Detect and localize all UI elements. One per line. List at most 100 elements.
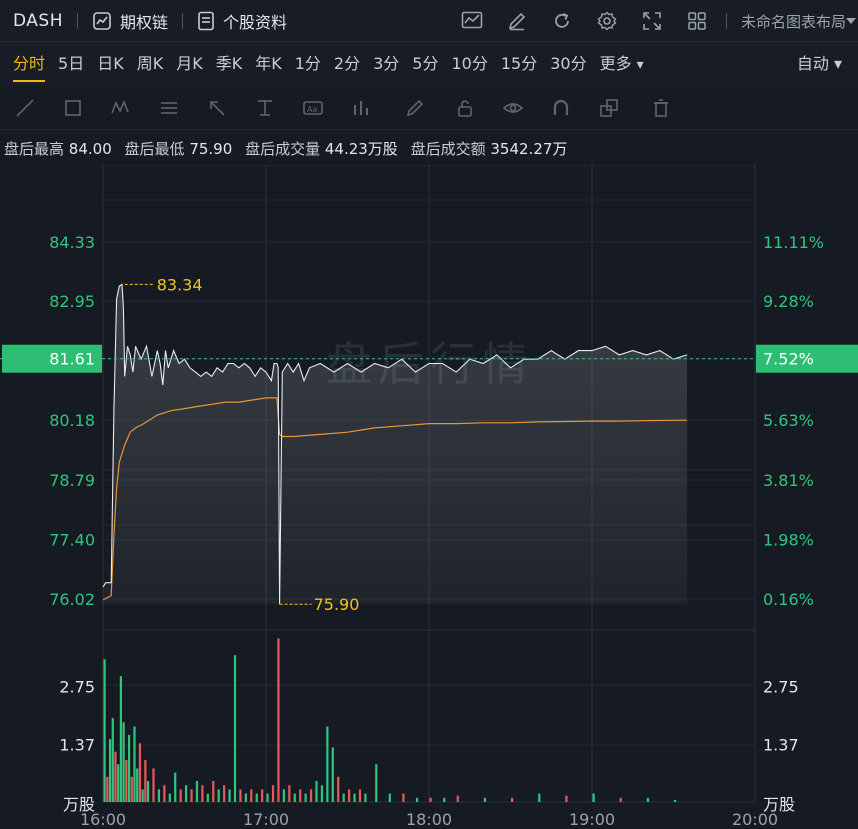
pen-tool-icon[interactable] [404, 97, 426, 119]
time-axis-tick: 20:00 [732, 810, 778, 829]
volume-bar [309, 789, 313, 802]
current-percent-badge [756, 344, 858, 373]
arrow-tool-icon[interactable] [206, 97, 228, 119]
period-tab[interactable]: 分时 [13, 42, 46, 86]
volume-bar [190, 789, 193, 802]
volume-bar [127, 734, 131, 802]
period-tab[interactable]: 5分 [412, 54, 439, 73]
measure-tool-icon[interactable] [254, 97, 276, 119]
divider [725, 13, 727, 29]
volume-bar [146, 781, 150, 802]
low-value: 75.90 [189, 140, 233, 158]
volume-bar [133, 726, 136, 802]
stock-profile-button[interactable]: 个股资料 [197, 9, 287, 33]
price-axis-tick: 76.02 [49, 590, 95, 609]
intraday-chart[interactable]: 盘后行情83.3475.9084.3311.11%82.959.28%80.18… [0, 165, 858, 829]
volume-bar [185, 785, 188, 802]
stock-profile-label: 个股资料 [223, 12, 288, 32]
high-value: 84.00 [68, 140, 112, 158]
caret-down-icon: ▾ [636, 57, 644, 73]
auto-scale-dropdown[interactable]: 自动 ▾ [796, 54, 842, 73]
time-axis-tick: 17:00 [243, 810, 289, 829]
layout-selector[interactable]: 未命名图表布局 [741, 11, 856, 32]
volume-bar [261, 789, 264, 802]
period-tab[interactable]: 1分 [294, 54, 321, 73]
wave-tool-icon[interactable] [110, 97, 132, 119]
trash-icon[interactable] [650, 97, 672, 119]
indicator-tool-icon[interactable] [350, 97, 372, 119]
draw-icon[interactable] [506, 10, 528, 32]
price-line [102, 283, 688, 605]
period-tab[interactable]: 年K [255, 54, 282, 73]
volume-unit-label: 万股 [763, 795, 795, 814]
current-price-badge [2, 344, 102, 373]
volume-bar [163, 785, 166, 802]
period-tab[interactable]: 月K [176, 54, 203, 73]
volume-bar [364, 793, 367, 802]
volume-bar [136, 768, 139, 802]
refresh-icon[interactable] [551, 10, 573, 32]
volume-bar [125, 760, 128, 802]
volume-bar [429, 797, 432, 802]
volume-bar [141, 789, 144, 802]
percent-axis-tick: 0.16% [763, 590, 814, 609]
volume-bar [402, 793, 405, 802]
volume-bar [674, 799, 677, 802]
top-bar: DASH 期权链 个股资料 未命名图表布局 [0, 0, 858, 42]
period-tab[interactable]: 周K [136, 54, 164, 73]
current-price-label: 81.61 [49, 350, 95, 369]
volume-bar [415, 797, 419, 802]
volume-bar [277, 638, 280, 802]
high-label: 盘后最高 [4, 140, 65, 158]
period-tab[interactable]: 3分 [373, 54, 400, 73]
period-tab[interactable]: 30分 [550, 54, 587, 73]
after-hours-stats: 盘后最高 84.00 盘后最低 75.90 盘后成交量 44.23万股 盘后成交… [4, 138, 575, 159]
period-tab[interactable]: 更多 ▾ [599, 54, 644, 73]
volume-bar [266, 793, 269, 802]
eye-icon[interactable] [502, 97, 524, 119]
low-label: 盘后最低 [124, 140, 185, 158]
settings-icon[interactable] [596, 10, 618, 32]
volume-label: 盘后成交量 [245, 140, 321, 158]
ticker-symbol: DASH [13, 10, 63, 31]
low-marker-label: 75.90 [314, 595, 360, 614]
volume-bar [388, 793, 391, 802]
time-axis-tick: 16:00 [80, 810, 126, 829]
magnet-icon[interactable] [550, 97, 572, 119]
price-axis-tick: 80.18 [49, 411, 95, 430]
lock-icon[interactable] [454, 97, 476, 119]
options-chain-button[interactable]: 期权链 [92, 9, 168, 33]
turnover-value: 3542.27万 [490, 140, 568, 158]
period-tabs: 分时 5日 日K 周K 月K 季K 年K 1分 2分 3分 5分 10分 15分 30分 更多 ▾ 自动 ▾ [0, 42, 858, 86]
grid-layout-icon[interactable] [686, 10, 708, 32]
volume-bar [206, 793, 209, 802]
period-tab[interactable]: 15分 [500, 54, 538, 73]
rect-tool-icon[interactable] [62, 97, 84, 119]
volume-axis-tick: 2.75 [59, 678, 95, 697]
volume-bar [619, 797, 622, 802]
price-axis-tick: 84.33 [49, 233, 95, 252]
volume-bar [108, 739, 112, 802]
text-tool-icon[interactable]: Aa [302, 97, 324, 119]
period-tab[interactable]: 5日 [58, 54, 85, 73]
fib-tool-icon[interactable] [158, 97, 180, 119]
line-tool-icon[interactable] [14, 97, 36, 119]
layers-icon[interactable] [598, 97, 620, 119]
volume-bar [255, 793, 258, 802]
svg-text:Aa: Aa [307, 105, 317, 114]
volume-bar [138, 743, 142, 802]
options-chain-icon [93, 11, 111, 30]
volume-bar [111, 718, 114, 802]
chart-type-icon[interactable] [461, 10, 483, 32]
period-tab[interactable]: 2分 [333, 54, 361, 73]
period-tab[interactable]: 10分 [451, 54, 488, 73]
volume-bar [358, 789, 362, 802]
volume-axis-tick: 1.37 [763, 736, 799, 755]
volume-bar [179, 789, 182, 802]
volume-bar [538, 793, 541, 802]
fullscreen-icon[interactable] [641, 10, 663, 32]
drawing-toolbar: Aa [0, 86, 858, 130]
volume-bar [157, 789, 161, 802]
period-tab[interactable]: 季K [215, 54, 243, 73]
period-tab[interactable]: 日K [97, 54, 124, 73]
